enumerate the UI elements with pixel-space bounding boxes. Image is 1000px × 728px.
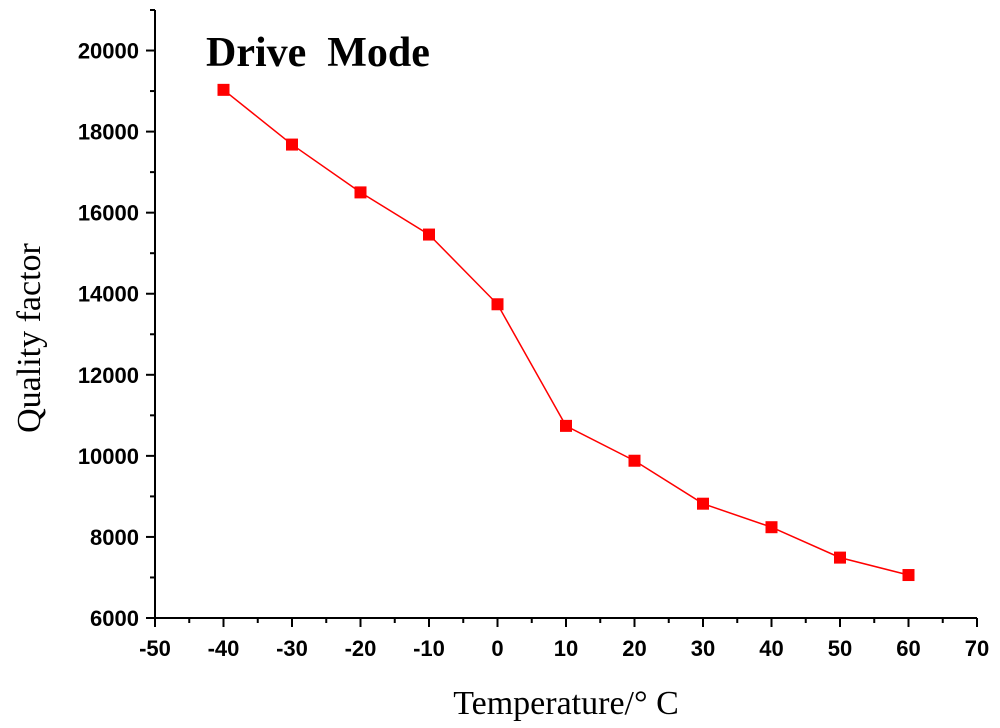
x-tick-label: 0 bbox=[491, 636, 503, 661]
y-tick-label: 18000 bbox=[78, 120, 139, 145]
data-point bbox=[423, 228, 435, 241]
chart-title: Drive Mode bbox=[206, 30, 430, 76]
x-tick-label: 20 bbox=[622, 636, 646, 661]
x-tick-label: -50 bbox=[139, 636, 171, 661]
data-point bbox=[354, 186, 367, 199]
x-tick-label: -40 bbox=[208, 636, 240, 661]
data-point bbox=[834, 551, 846, 564]
data-point bbox=[560, 419, 572, 432]
x-tick-label: 50 bbox=[828, 636, 852, 661]
data-point bbox=[902, 569, 915, 582]
data-point bbox=[765, 521, 778, 534]
x-tick-label: -10 bbox=[413, 636, 445, 661]
y-tick-label: 20000 bbox=[78, 39, 139, 64]
data-point bbox=[697, 497, 709, 510]
y-tick-label: 12000 bbox=[78, 363, 139, 388]
x-tick-label: 60 bbox=[896, 636, 920, 661]
x-tick-label: -30 bbox=[276, 636, 308, 661]
y-tick-label: 6000 bbox=[90, 606, 139, 631]
x-tick-label: -20 bbox=[345, 636, 377, 661]
data-point bbox=[286, 138, 298, 151]
y-tick-label: 10000 bbox=[78, 444, 139, 469]
x-tick-label: 10 bbox=[554, 636, 578, 661]
y-axis-title: Quality factor bbox=[11, 242, 48, 432]
y-tick-label: 8000 bbox=[90, 525, 139, 550]
axes: -50 -40 -30 -20 -10 0 10 20 30 40 50 60 70 6000 8000 10… bbox=[78, 9, 989, 661]
x-tick-label: 70 bbox=[965, 636, 989, 661]
data-point bbox=[628, 454, 641, 467]
series-layer bbox=[217, 83, 915, 582]
x-axis-title: Temperature/° C bbox=[453, 685, 679, 722]
series-line bbox=[223, 89, 909, 576]
y-tick-label: 16000 bbox=[78, 201, 139, 226]
data-point bbox=[491, 298, 504, 311]
x-tick-label: 40 bbox=[759, 636, 783, 661]
data-point bbox=[217, 83, 230, 96]
x-tick-label: 30 bbox=[691, 636, 715, 661]
y-tick-label: 14000 bbox=[78, 282, 139, 307]
